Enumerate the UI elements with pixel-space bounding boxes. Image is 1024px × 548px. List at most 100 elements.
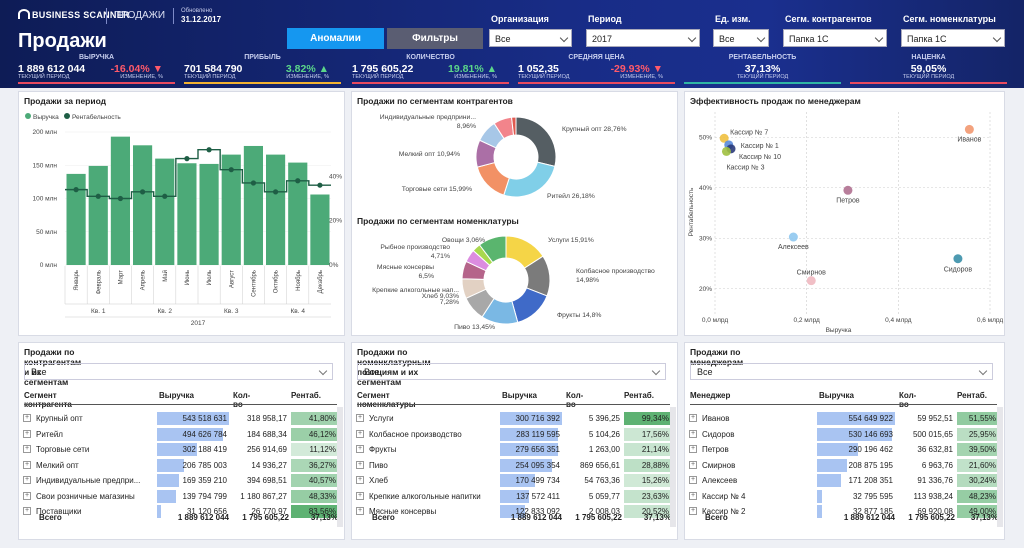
filters-button[interactable]: Фильтры bbox=[387, 28, 483, 49]
table-title: Продажи по менеджерам bbox=[690, 347, 744, 367]
row-label: Пиво bbox=[369, 460, 388, 470]
profitability-cell: 11,12% bbox=[291, 443, 338, 456]
table-row[interactable]: + Пиво 254 095 354 869 656,61 28,88% bbox=[352, 458, 679, 473]
expand-icon[interactable]: + bbox=[689, 414, 697, 422]
table-row[interactable]: + Крепкие алкогольные напитки 137 572 411 5… bbox=[352, 489, 679, 504]
expand-icon[interactable]: + bbox=[23, 445, 31, 453]
table-filter-select[interactable]: Все bbox=[690, 363, 993, 380]
expand-icon[interactable]: + bbox=[689, 460, 697, 469]
column-header[interactable]: Рентаб. bbox=[957, 391, 987, 400]
table-filter-select[interactable]: Все bbox=[357, 363, 666, 380]
expand-icon[interactable]: + bbox=[689, 476, 697, 484]
expand-icon[interactable]: + bbox=[356, 507, 364, 515]
revenue-cell: 543 518 631 bbox=[157, 412, 229, 425]
chevron-down-icon bbox=[687, 33, 697, 43]
table-scrollbar[interactable] bbox=[997, 407, 1003, 527]
x-axis-label: Выручка bbox=[826, 327, 852, 334]
table-title: Продажи по номенклатурным позициям и их … bbox=[357, 347, 431, 387]
nomenclature-segm-select[interactable]: Папка 1С bbox=[901, 29, 1005, 47]
column-header[interactable]: Кол-во bbox=[899, 391, 917, 409]
kpi-change: -16.04% ▼ bbox=[110, 63, 163, 75]
expand-icon[interactable]: + bbox=[356, 491, 364, 500]
donut1-title: Продажи по сегментам контрагентов bbox=[357, 96, 513, 106]
counterparty-slice bbox=[476, 161, 510, 196]
period-select[interactable]: 2017 bbox=[586, 29, 700, 47]
quantity-cell: 869 656,61 bbox=[579, 460, 620, 470]
expand-icon[interactable]: + bbox=[689, 507, 697, 515]
expand-icon[interactable]: + bbox=[356, 429, 364, 438]
table-row[interactable]: + Индивидуальные предпри... 169 359 210 394… bbox=[19, 473, 346, 488]
expand-icon[interactable]: + bbox=[23, 491, 31, 500]
expand-icon[interactable]: + bbox=[689, 445, 697, 453]
expand-icon[interactable]: + bbox=[356, 445, 364, 453]
table-filter-select[interactable]: Все bbox=[24, 363, 333, 380]
expand-icon[interactable]: + bbox=[23, 429, 31, 438]
expand-icon[interactable]: + bbox=[356, 460, 364, 469]
table-scrollbar[interactable] bbox=[337, 407, 343, 527]
table-scrollbar[interactable] bbox=[670, 407, 676, 527]
profitability-cell: 83,56% bbox=[291, 505, 338, 518]
column-header[interactable]: Выручка bbox=[159, 391, 194, 400]
total-quantity: 1 795 605,22 bbox=[242, 513, 289, 522]
revenue-cell: 31 120 656 bbox=[157, 505, 229, 518]
table-row[interactable]: + Хлеб 170 499 734 54 763,36 15,26% bbox=[352, 473, 679, 488]
table-row[interactable]: + Кассир № 4 32 795 595 113 938,24 48,23% bbox=[685, 489, 1006, 504]
table-row[interactable]: + Сидоров 530 146 693 500 015,65 25,95% bbox=[685, 427, 1006, 442]
kpi-2: КОЛИЧЕСТВО 1 795 605,22 19.81% ▲ ТЕКУЩИЙ ПЕ… bbox=[352, 54, 509, 85]
kpi-period-label: ТЕКУЩИЙ ПЕРИОД bbox=[352, 74, 404, 80]
table-row[interactable]: + Мелкий опт 206 785 003 14 936,27 36,27% bbox=[19, 458, 346, 473]
expand-icon[interactable]: + bbox=[23, 460, 31, 469]
expand-icon[interactable]: + bbox=[23, 507, 31, 515]
column-header[interactable]: Сегмент контрагента bbox=[24, 391, 72, 409]
quantity-cell: 36 632,81 bbox=[917, 445, 953, 454]
expand-icon[interactable]: + bbox=[356, 476, 364, 484]
kpi-title: КОЛИЧЕСТВО bbox=[406, 54, 455, 61]
row-label: Сидоров bbox=[702, 429, 735, 439]
column-header[interactable]: Сегмент номенклатуры bbox=[357, 391, 416, 409]
table-row[interactable]: + Кассир № 2 32 877 185 69 920,08 49,00% bbox=[685, 504, 1006, 519]
anomalies-button[interactable]: Аномалии bbox=[287, 28, 384, 49]
table-row[interactable]: + Петров 290 196 462 36 632,81 39,50% bbox=[685, 442, 1006, 457]
table-row[interactable]: + Фрукты 279 656 351 1 263,00 21,14% bbox=[352, 442, 679, 457]
profitability-cell: 41,80% bbox=[291, 412, 338, 425]
organization-select[interactable]: Все bbox=[489, 29, 572, 47]
table-row[interactable]: + Алексеев 171 208 351 91 336,76 30,24% bbox=[685, 473, 1006, 488]
profitability-line bbox=[65, 149, 331, 200]
quantity-cell: 256 914,69 bbox=[246, 445, 287, 454]
table-row[interactable]: + Торговые сети 302 188 419 256 914,69 11,12… bbox=[19, 442, 346, 457]
column-header[interactable]: Кол-во bbox=[233, 391, 251, 409]
column-header[interactable]: Выручка bbox=[502, 391, 537, 400]
units-select[interactable]: Все bbox=[713, 29, 769, 47]
column-header[interactable]: Рентаб. bbox=[624, 391, 654, 400]
counterparty-segm-select[interactable]: Папка 1С bbox=[783, 29, 887, 47]
total-label: Всего bbox=[39, 513, 62, 522]
kpi-value: 59,05% bbox=[910, 63, 947, 75]
column-header[interactable]: Выручка bbox=[819, 391, 854, 400]
y-tick-label: 50 млн bbox=[36, 229, 57, 236]
table-row[interactable]: + Свои розничные магазины 139 794 799 1 180… bbox=[19, 489, 346, 504]
table-row[interactable]: + Колбасное производство 283 119 595 5 104,… bbox=[352, 427, 679, 442]
profitability-point bbox=[206, 147, 212, 153]
table-row[interactable]: + Мясные консервы 122 833 092 2 008,03 20,52… bbox=[352, 504, 679, 519]
kpi-change-label: ИЗМЕНЕНИЕ, % bbox=[120, 74, 163, 80]
filter-label-organization: Организация bbox=[491, 14, 549, 24]
table-row[interactable]: + Иванов 554 649 922 59 952,51 51,55% bbox=[685, 411, 1006, 426]
column-header[interactable]: Менеджер bbox=[690, 391, 731, 400]
revenue-bar bbox=[199, 163, 219, 265]
table-row[interactable]: + Ритейл 494 626 784 184 688,34 46,12% bbox=[19, 427, 346, 442]
table-row[interactable]: + Крупный опт 543 518 631 318 958,17 41,80% bbox=[19, 411, 346, 426]
table-row[interactable]: + Услуги 300 716 392 5 396,25 99,34% bbox=[352, 411, 679, 426]
column-header[interactable]: Рентаб. bbox=[291, 391, 321, 400]
table-row[interactable]: + Смирнов 208 875 195 6 963,76 21,60% bbox=[685, 458, 1006, 473]
profitability-cell: 30,24% bbox=[957, 474, 998, 487]
expand-icon[interactable]: + bbox=[23, 476, 31, 484]
expand-icon[interactable]: + bbox=[356, 414, 364, 422]
kpi-value: 37,13% bbox=[744, 63, 781, 75]
donut2-label: Рыбное производство bbox=[380, 243, 450, 251]
table-row[interactable]: + Поставщики 31 120 656 26 770,97 83,56% bbox=[19, 504, 346, 519]
expand-icon[interactable]: + bbox=[689, 491, 697, 500]
donut2-label: 6,5% bbox=[419, 273, 435, 280]
expand-icon[interactable]: + bbox=[689, 429, 697, 438]
column-header[interactable]: Кол-во bbox=[566, 391, 584, 409]
expand-icon[interactable]: + bbox=[23, 414, 31, 422]
